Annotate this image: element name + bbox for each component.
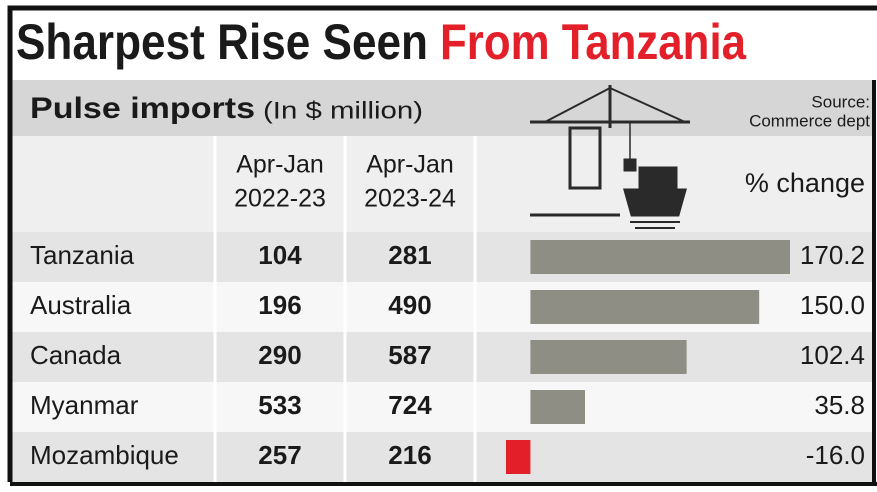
row-background: [10, 332, 872, 382]
category-label: Canada: [30, 340, 122, 370]
column-header: 2022-23: [234, 185, 326, 213]
value-header: % change: [745, 168, 865, 198]
source-line: Source:: [811, 92, 870, 111]
category-label: Myanmar: [30, 390, 139, 420]
subtitle-band: [10, 80, 872, 136]
category-label: Tanzania: [30, 240, 135, 270]
cell-value: 724: [388, 390, 432, 420]
port-icon: [530, 85, 690, 229]
bar: [530, 390, 586, 424]
cell-value: 196: [258, 290, 301, 320]
cell-value: 533: [258, 390, 301, 420]
row-background: [10, 432, 872, 482]
column-header: Apr-Jan: [236, 151, 324, 179]
source-line: Commerce dept: [749, 111, 870, 130]
cell-value: 216: [388, 440, 431, 470]
bar: [530, 340, 687, 374]
subtitle: Pulse imports: [30, 92, 255, 125]
value-label: 35.8: [814, 390, 865, 420]
column-header: 2023-24: [364, 185, 456, 213]
category-label: Mozambique: [30, 440, 179, 470]
title-highlight: From Tanzania: [440, 14, 747, 70]
bar: [530, 240, 790, 274]
bar: [530, 290, 760, 324]
cell-value: 490: [388, 290, 431, 320]
value-label: 170.2: [800, 240, 865, 270]
cell-value: 290: [258, 340, 301, 370]
value-label: -16.0: [806, 440, 865, 470]
frame: [7, 5, 877, 482]
cell-value: 281: [388, 240, 431, 270]
column-header: Apr-Jan: [366, 151, 454, 179]
value-label: 102.4: [800, 340, 865, 370]
cell-value: 104: [258, 240, 302, 270]
cell-value: 587: [388, 340, 431, 370]
unit-note: (In $ million): [263, 97, 423, 124]
category-label: Australia: [30, 290, 132, 320]
row-background: [10, 382, 872, 432]
value-label: 150.0: [800, 290, 865, 320]
bar: [506, 440, 531, 474]
cell-value: 257: [258, 440, 301, 470]
title: Sharpest Rise Seen: [16, 14, 428, 70]
